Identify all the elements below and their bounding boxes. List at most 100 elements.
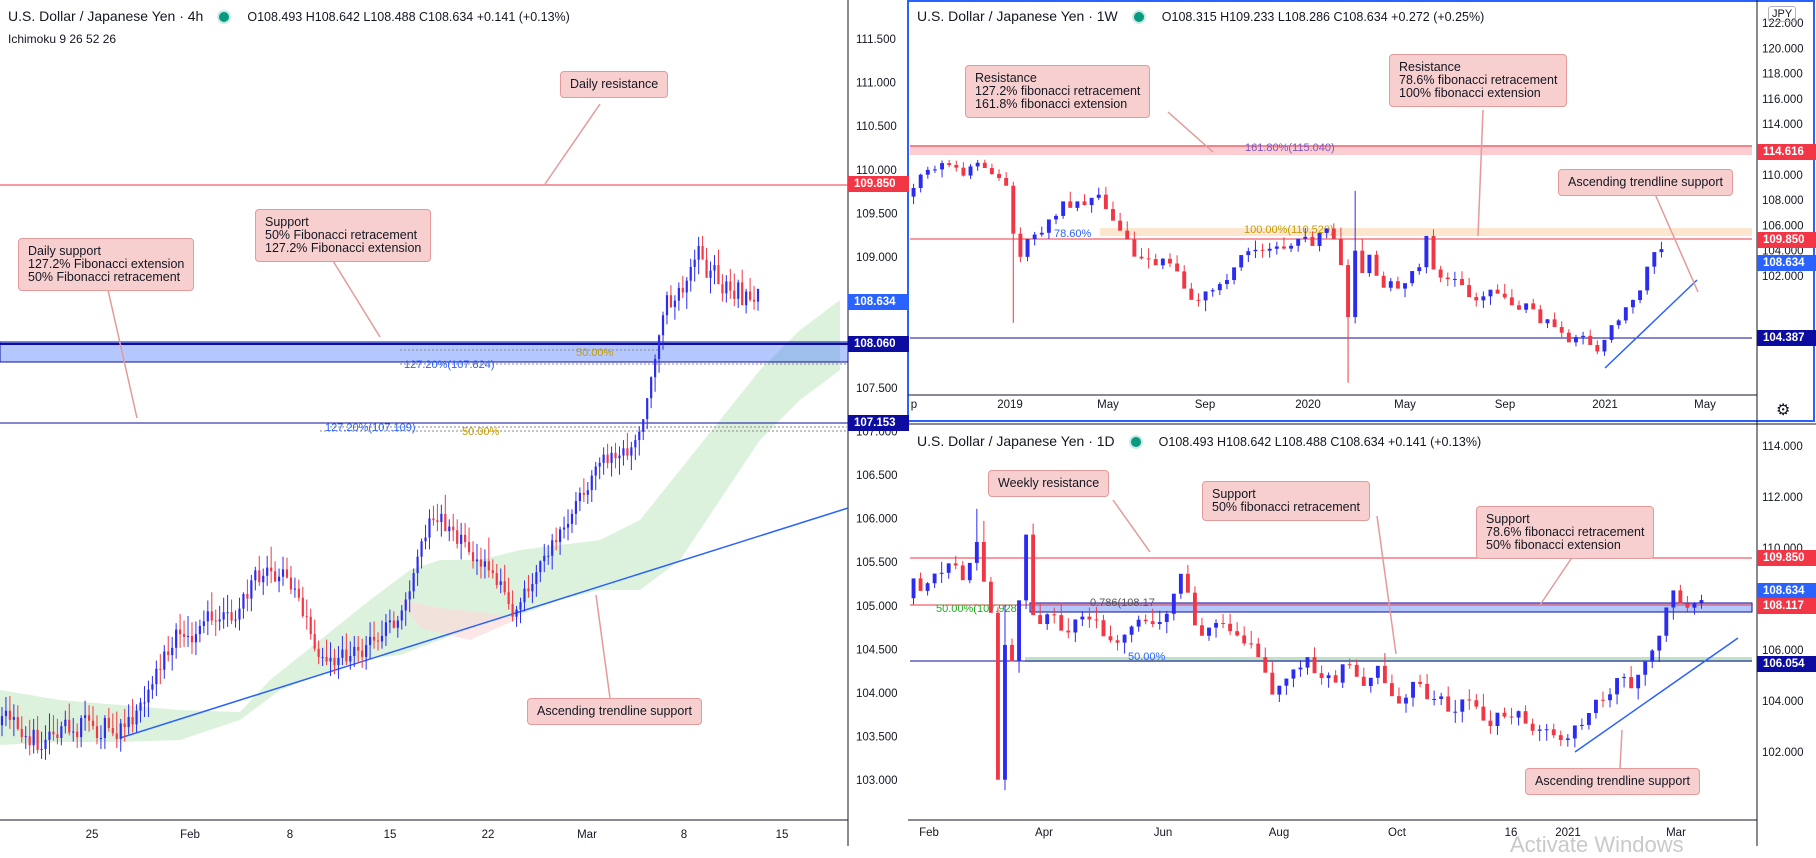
candle <box>918 578 923 591</box>
candle <box>1375 665 1380 678</box>
candle <box>1360 250 1365 273</box>
candle <box>159 668 162 670</box>
candle <box>1017 600 1021 662</box>
candle <box>1481 706 1486 721</box>
candle <box>1246 251 1251 256</box>
candle <box>1025 239 1030 257</box>
candle <box>28 736 31 746</box>
ichimoku-indicator-label[interactable]: Ichimoku 9 26 52 26 <box>8 32 117 46</box>
support-zone-4h <box>0 341 849 363</box>
candle <box>1410 271 1415 284</box>
candle <box>48 731 51 740</box>
callout-resistance-1w-right[interactable]: Resistance 78.6% fibonacci retracement 1… <box>1389 54 1568 107</box>
candle <box>1382 665 1387 684</box>
candle <box>424 537 427 542</box>
price-tick-label: 120.000 <box>1762 43 1804 55</box>
candle <box>1517 305 1521 310</box>
candle <box>1650 650 1655 662</box>
price-tick-label: 106.000 <box>1762 220 1804 232</box>
fib-label: 161.80%(115.040) <box>1245 142 1335 154</box>
fib-label: 50.00% <box>462 426 500 438</box>
candle <box>190 635 194 643</box>
candle <box>301 597 304 616</box>
candle <box>1431 235 1436 270</box>
candle <box>1312 657 1317 674</box>
callout-daily-resistance[interactable]: Daily resistance <box>560 71 669 98</box>
candle <box>566 523 570 528</box>
support-zone-1d <box>1029 602 1753 613</box>
callout-support-1d-right[interactable]: Support 78.6% fibonacci retracement 50% … <box>1476 506 1655 559</box>
candle <box>471 552 475 562</box>
candle <box>1115 640 1120 643</box>
callout-trendline-1d[interactable]: Ascending trendline support <box>1525 768 1700 795</box>
candle <box>570 513 574 524</box>
candle <box>361 650 364 657</box>
candle <box>1267 248 1272 251</box>
candle <box>1615 678 1619 695</box>
callout-daily-support[interactable]: Daily support 127.2% Fibonacci extension… <box>18 238 195 291</box>
candle <box>289 577 293 590</box>
callout-trendline-4h[interactable]: Ascending trendline support <box>527 698 702 725</box>
callout-support-4h[interactable]: Support 50% Fibonacci retracement 127.2%… <box>255 209 432 262</box>
candle <box>1232 267 1237 281</box>
candle <box>1039 232 1044 235</box>
candle <box>1353 250 1358 318</box>
candle <box>1389 683 1394 697</box>
candle <box>551 540 554 556</box>
candle <box>1601 699 1605 701</box>
candle <box>1296 238 1301 246</box>
candle <box>1291 669 1296 679</box>
gear-icon[interactable]: ⚙ <box>1776 402 1791 419</box>
candle <box>147 689 150 703</box>
candle <box>582 492 585 495</box>
candle <box>1397 696 1401 704</box>
candle <box>1659 249 1664 253</box>
candle <box>1073 619 1078 633</box>
candle <box>1509 716 1514 718</box>
candle <box>669 295 673 308</box>
time-tick-label: Feb <box>919 827 939 839</box>
candle <box>1080 616 1085 620</box>
currency-badge[interactable]: JPY <box>1768 6 1797 22</box>
time-tick-label: 22 <box>482 829 495 841</box>
candle <box>975 162 980 167</box>
candle <box>630 447 633 456</box>
candle <box>1319 673 1324 679</box>
time-tick-label: May <box>1097 399 1119 411</box>
candle <box>1566 332 1571 343</box>
callout-pointer <box>107 289 138 419</box>
candle <box>1274 246 1279 249</box>
candle <box>729 281 732 291</box>
callout-trendline-1w[interactable]: Ascending trendline support <box>1558 169 1733 196</box>
fib-label: 50.00%(107.928) <box>936 603 1020 615</box>
candle <box>1404 697 1408 704</box>
candle <box>1125 230 1130 240</box>
candle <box>1317 232 1322 246</box>
candle <box>756 288 760 302</box>
candle <box>4 710 8 717</box>
candle <box>167 651 170 656</box>
candle <box>594 466 597 476</box>
candle <box>1075 201 1080 208</box>
candle <box>539 561 542 573</box>
time-tick-label: 8 <box>681 829 687 841</box>
candle <box>1622 677 1627 679</box>
callout-weekly-resistance[interactable]: Weekly resistance <box>988 470 1110 497</box>
candle <box>230 612 233 621</box>
chart-1d-ohlc: O108.493 H108.642 L108.488 C108.634 +0.1… <box>1158 435 1482 449</box>
callout-resistance-1w-left[interactable]: Resistance 127.2% fibonacci retracement … <box>965 65 1151 118</box>
callout-support-1d[interactable]: Support 50% fibonacci retracement <box>1202 481 1370 521</box>
candle <box>464 534 467 543</box>
time-tick-label: 16 <box>1505 827 1518 839</box>
candle <box>52 731 55 735</box>
candle <box>345 649 348 662</box>
candle <box>1551 729 1556 736</box>
time-tick-label: p <box>911 399 917 411</box>
candle <box>1474 700 1479 707</box>
candle <box>143 702 146 704</box>
candle <box>947 163 952 166</box>
price-tick-label: 111.000 <box>856 78 896 90</box>
candle <box>325 656 328 662</box>
candle <box>1310 236 1315 246</box>
